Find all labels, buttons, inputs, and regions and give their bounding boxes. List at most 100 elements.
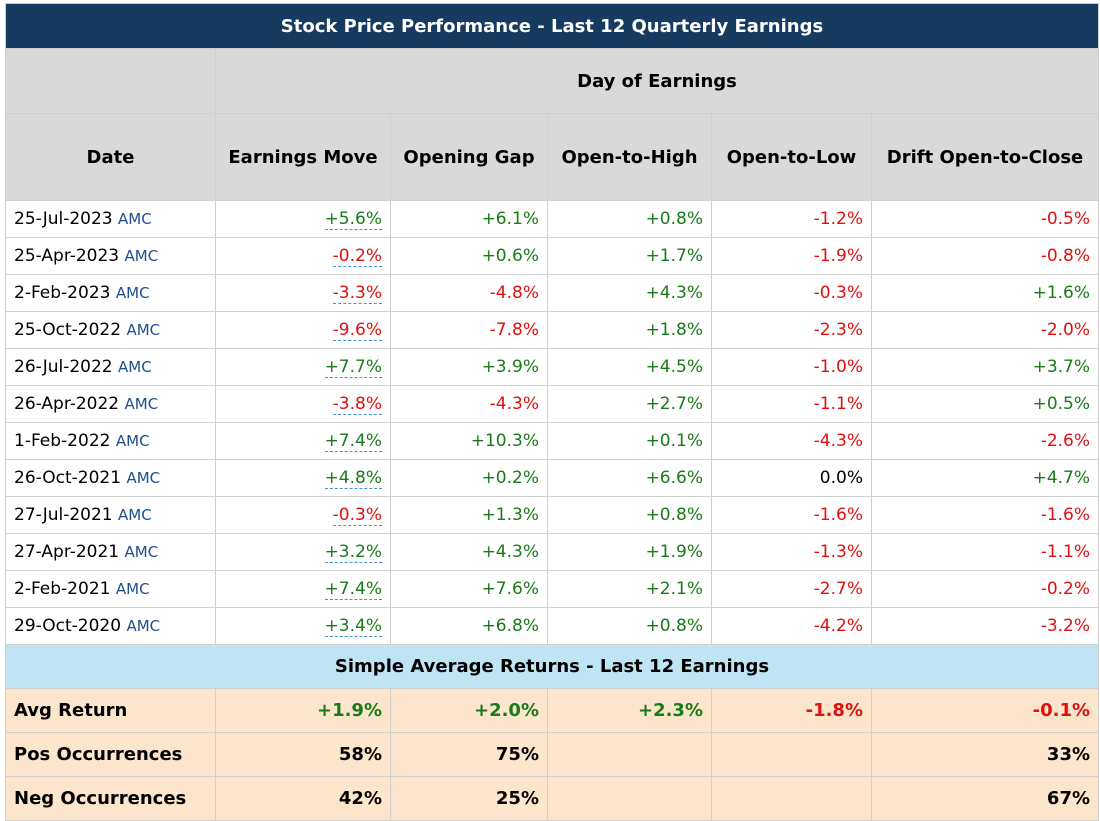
- timing: AMC: [118, 210, 152, 228]
- value-cell: -1.2%: [711, 200, 872, 238]
- value-cell: -1.0%: [711, 348, 872, 386]
- value: +7.6%: [481, 579, 539, 599]
- timing: AMC: [115, 432, 150, 450]
- date-cell: 27-Jul-2021 AMC: [5, 496, 216, 534]
- date-cell: 25-Apr-2023 AMC: [5, 237, 216, 275]
- value-cell: -1.6%: [711, 496, 872, 534]
- value-cell: -1.1%: [711, 385, 872, 423]
- value: +0.8%: [645, 505, 703, 525]
- earnings-move: +3.4%: [324, 616, 382, 637]
- value-cell: -0.2%: [870, 570, 1100, 608]
- value: -0.8%: [1040, 246, 1091, 266]
- value-cell: +4.7%: [870, 459, 1100, 497]
- value-cell: +0.8%: [547, 200, 712, 238]
- table-body: Stock Price Performance - Last 12 Quarte…: [4, 3, 1100, 821]
- value: +4.3%: [481, 542, 539, 562]
- earnings-move: -3.8%: [332, 394, 382, 415]
- value: +3.7%: [1032, 357, 1091, 377]
- timing: AMC: [115, 284, 150, 302]
- summary-value: +1.9%: [215, 688, 391, 733]
- summary-row: Pos Occurrences 58% 75% 33%: [5, 732, 1100, 777]
- value-cell: +10.3%: [390, 422, 548, 460]
- value-cell: +7.4%: [215, 570, 391, 608]
- summary-title-row: Simple Average Returns - Last 12 Earning…: [4, 644, 1100, 689]
- date-cell: 26-Oct-2021 AMC: [5, 459, 216, 497]
- summary-value: 33%: [870, 732, 1100, 777]
- value: +3.9%: [481, 357, 539, 377]
- timing: AMC: [124, 395, 159, 413]
- value: +4.3%: [645, 283, 703, 303]
- value: +2.7%: [645, 394, 703, 414]
- value: -0.2%: [1040, 579, 1091, 599]
- data-row: 1-Feb-2022 AMC +7.4% +10.3% +0.1% -4.3% -2.6%: [5, 422, 1100, 460]
- value: -2.6%: [1040, 431, 1091, 451]
- value-cell: +1.8%: [547, 311, 712, 349]
- value: +6.8%: [481, 616, 539, 636]
- date: 26-Oct-2021: [14, 468, 122, 488]
- summary-value: 75%: [390, 732, 548, 777]
- value-cell: +3.4%: [215, 607, 391, 645]
- value: -1.3%: [813, 542, 863, 562]
- value: -1.1%: [1040, 542, 1091, 562]
- date: 2-Feb-2021: [14, 579, 111, 599]
- date: 1-Feb-2022: [14, 431, 111, 451]
- summary-label: Avg Return: [5, 688, 216, 733]
- value: +0.8%: [645, 616, 703, 636]
- earnings-move: +5.6%: [324, 209, 382, 230]
- value: +0.2%: [481, 468, 539, 488]
- value: +1.6%: [1032, 283, 1091, 303]
- empty-cell: [711, 776, 872, 821]
- value-cell: -4.2%: [711, 607, 872, 645]
- date-cell: 1-Feb-2022 AMC: [5, 422, 216, 460]
- timing: AMC: [118, 506, 152, 524]
- value: -2.0%: [1040, 320, 1091, 340]
- earnings-move: +7.4%: [324, 579, 382, 600]
- date: 27-Apr-2021: [14, 542, 120, 562]
- value: -0.3%: [813, 283, 863, 303]
- date-cell: 2-Feb-2021 AMC: [5, 570, 216, 608]
- empty-cell: [711, 732, 872, 777]
- summary-value: 58%: [215, 732, 391, 777]
- value: +6.6%: [645, 468, 703, 488]
- value-cell: 0.0%: [711, 459, 872, 497]
- earnings-move: +7.4%: [324, 431, 382, 452]
- value-cell: +4.5%: [547, 348, 712, 386]
- value-cell: +7.4%: [215, 422, 391, 460]
- earnings-move: -9.6%: [332, 320, 382, 341]
- value: -0.5%: [1040, 209, 1091, 229]
- summary-value: 67%: [870, 776, 1100, 821]
- timing: AMC: [126, 469, 161, 487]
- value-cell: -2.6%: [870, 422, 1100, 460]
- value-cell: -3.2%: [870, 607, 1100, 645]
- earnings-move: -0.3%: [332, 505, 382, 526]
- value: -1.9%: [813, 246, 863, 266]
- value: -1.6%: [1040, 505, 1091, 525]
- date: 25-Oct-2022: [14, 320, 122, 340]
- value: -4.8%: [489, 283, 539, 303]
- value-cell: -3.3%: [215, 274, 391, 312]
- empty-cell: [547, 732, 712, 777]
- value-cell: +6.8%: [390, 607, 548, 645]
- date: 25-Jul-2023: [14, 209, 113, 229]
- date: 2-Feb-2023: [14, 283, 111, 303]
- value-cell: +2.7%: [547, 385, 712, 423]
- value-cell: +0.1%: [547, 422, 712, 460]
- value-cell: +0.8%: [547, 607, 712, 645]
- earnings-move: +7.7%: [324, 357, 382, 378]
- value-cell: +4.3%: [390, 533, 548, 571]
- date: 26-Jul-2022: [14, 357, 113, 377]
- date: 29-Oct-2020: [14, 616, 122, 636]
- column-header: Drift Open-to-Close: [870, 113, 1100, 201]
- timing: AMC: [124, 247, 159, 265]
- value-cell: -4.3%: [390, 385, 548, 423]
- value-cell: +6.6%: [547, 459, 712, 497]
- group-spacer: [5, 48, 216, 114]
- value-cell: +0.6%: [390, 237, 548, 275]
- value-cell: -2.0%: [870, 311, 1100, 349]
- data-row: 25-Jul-2023 AMC +5.6% +6.1% +0.8% -1.2% -0.5%: [5, 200, 1100, 238]
- value-cell: +1.3%: [390, 496, 548, 534]
- earnings-move: +3.2%: [324, 542, 382, 563]
- summary-label: Pos Occurrences: [5, 732, 216, 777]
- value: -4.3%: [813, 431, 863, 451]
